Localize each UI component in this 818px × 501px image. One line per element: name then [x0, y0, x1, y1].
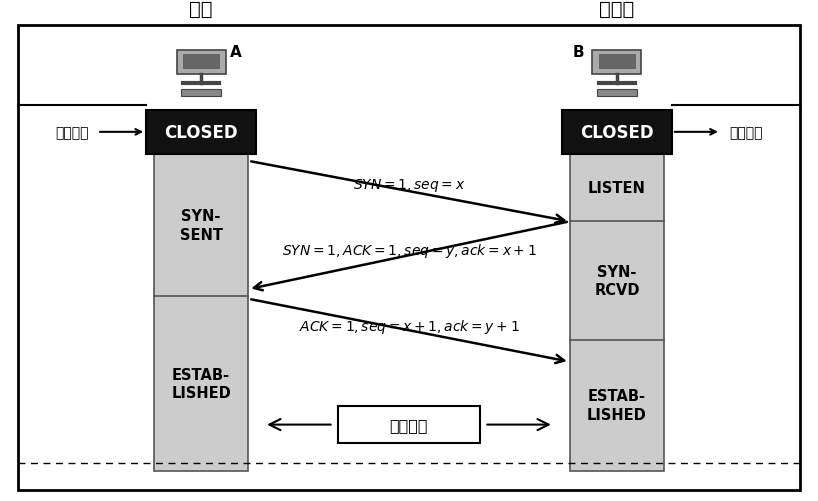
- Bar: [154, 154, 249, 470]
- Bar: [592, 51, 641, 75]
- Text: A: A: [230, 46, 241, 60]
- Text: 数据传送: 数据传送: [389, 417, 429, 432]
- Text: CLOSED: CLOSED: [580, 124, 654, 142]
- Bar: [338, 407, 480, 443]
- Text: LISTEN: LISTEN: [588, 181, 646, 195]
- Text: ESTAB-
LISHED: ESTAB- LISHED: [171, 367, 231, 400]
- Text: $SYN = 1, ACK = 1, seq = y, ack= x + 1$: $SYN = 1, ACK = 1, seq = y, ack= x + 1$: [281, 241, 537, 260]
- Text: ESTAB-
LISHED: ESTAB- LISHED: [587, 389, 647, 422]
- Bar: [562, 111, 672, 154]
- Text: $ACK = 1, seq = x + 1, ack = y + 1$: $ACK = 1, seq = x + 1, ack = y + 1$: [299, 318, 519, 336]
- Text: CLOSED: CLOSED: [164, 124, 238, 142]
- Text: 客户: 客户: [190, 0, 213, 19]
- Text: 服务器: 服务器: [600, 0, 635, 19]
- Text: 主动打开: 主动打开: [56, 126, 89, 140]
- Bar: [181, 90, 222, 96]
- Bar: [599, 55, 636, 69]
- Text: $SYN = 1, seq = x$: $SYN = 1, seq = x$: [353, 176, 465, 193]
- Bar: [177, 51, 226, 75]
- Text: B: B: [573, 46, 584, 60]
- Bar: [182, 55, 219, 69]
- Text: SYN-
SENT: SYN- SENT: [180, 209, 222, 242]
- Text: 被动打开: 被动打开: [729, 126, 762, 140]
- Bar: [596, 90, 637, 96]
- Bar: [569, 154, 664, 470]
- Text: SYN-
RCVD: SYN- RCVD: [594, 265, 640, 298]
- Bar: [146, 111, 256, 154]
